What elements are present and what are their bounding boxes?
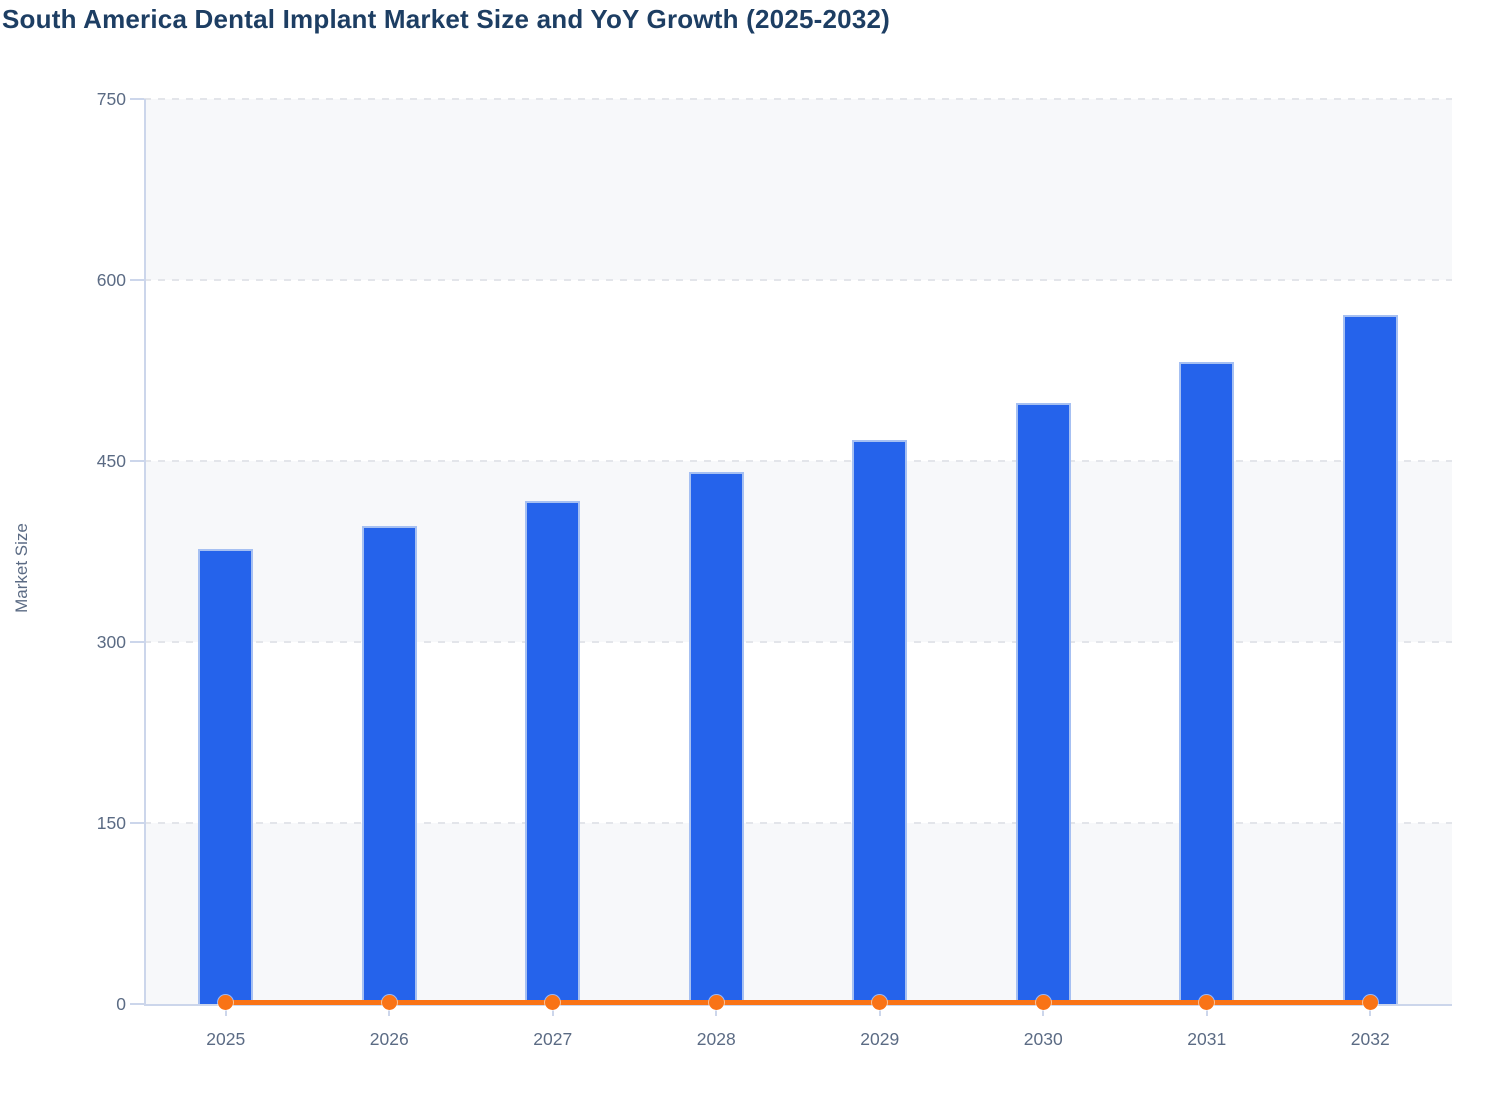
- shaded-band: [144, 461, 1452, 642]
- shaded-band: [144, 823, 1452, 1004]
- yoy-marker-2026: [381, 994, 397, 1010]
- y-tick-mark: [130, 1003, 144, 1005]
- y-tick-mark: [130, 98, 144, 100]
- chart-title: South America Dental Implant Market Size…: [2, 4, 891, 34]
- shaded-band: [144, 99, 1452, 280]
- x-tick-mark: [551, 1004, 554, 1016]
- yoy-marker-2032: [1362, 994, 1378, 1010]
- gridline-750: [144, 98, 1452, 100]
- gridline-150: [144, 822, 1452, 824]
- y-tick-label-300: 300: [96, 632, 126, 652]
- x-tick-label-2025: 2025: [206, 1029, 246, 1049]
- x-axis-line: [144, 1004, 1452, 1006]
- x-tick-mark: [388, 1004, 391, 1016]
- x-tick-label-2030: 2030: [1023, 1029, 1063, 1049]
- yoy-marker-2031: [1199, 994, 1215, 1010]
- x-tick-label-2032: 2032: [1350, 1029, 1390, 1049]
- yoy-marker-2028: [708, 994, 724, 1010]
- x-tick-mark: [1205, 1004, 1208, 1016]
- y-tick-label-150: 150: [96, 813, 126, 833]
- bar-2028: [688, 471, 744, 1004]
- y-tick-label-750: 750: [96, 89, 126, 109]
- yoy-marker-2025: [218, 994, 234, 1010]
- y-tick-label-450: 450: [96, 451, 126, 471]
- yoy-growth-line: [225, 999, 1371, 1005]
- gridline-600: [144, 279, 1452, 281]
- y-tick-mark: [130, 279, 144, 281]
- x-tick-mark: [715, 1004, 718, 1016]
- y-tick-mark: [130, 822, 144, 824]
- x-tick-mark: [1369, 1004, 1372, 1016]
- y-tick-label-600: 600: [96, 270, 126, 290]
- x-tick-label-2027: 2027: [533, 1029, 573, 1049]
- yoy-marker-2029: [872, 994, 888, 1010]
- bar-2030: [1015, 403, 1071, 1004]
- x-tick-mark: [1042, 1004, 1045, 1016]
- x-tick-label-2029: 2029: [860, 1029, 900, 1049]
- x-tick-label-2031: 2031: [1187, 1029, 1227, 1049]
- bar-2031: [1179, 362, 1235, 1004]
- gridline-450: [144, 460, 1452, 462]
- bar-2029: [852, 440, 908, 1004]
- bar-2032: [1342, 314, 1398, 1004]
- bar-2026: [361, 526, 417, 1004]
- x-tick-label-2026: 2026: [369, 1029, 409, 1049]
- bar-2025: [198, 549, 254, 1004]
- x-tick-mark: [878, 1004, 881, 1016]
- bar-2027: [525, 500, 581, 1004]
- y-axis-line: [144, 99, 146, 1004]
- plot-area: [144, 98, 1452, 1004]
- y-axis-title: Market Size: [12, 523, 31, 613]
- yoy-marker-2030: [1035, 994, 1051, 1010]
- x-tick-label-2028: 2028: [696, 1029, 736, 1049]
- y-tick-mark: [130, 460, 144, 462]
- gridline-300: [144, 641, 1452, 643]
- x-tick-mark: [224, 1004, 227, 1016]
- y-tick-mark: [130, 641, 144, 643]
- y-tick-label-0: 0: [116, 994, 126, 1014]
- yoy-marker-2027: [545, 994, 561, 1010]
